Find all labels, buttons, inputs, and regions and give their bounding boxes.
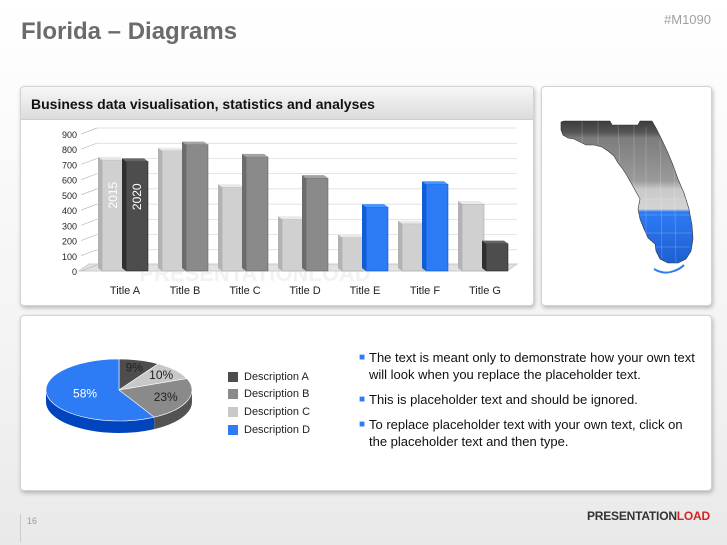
bar bbox=[398, 220, 425, 272]
y-tick-label: 800 bbox=[62, 145, 77, 155]
bar bbox=[98, 156, 125, 272]
pie-chart: 9% 10% 23% 58% bbox=[45, 358, 193, 433]
bar bbox=[182, 141, 209, 272]
grid-edge bbox=[80, 219, 98, 226]
pie-value-label: 23% bbox=[154, 390, 178, 404]
bullet-square-icon: ■ bbox=[359, 419, 366, 430]
x-category-label: Title A bbox=[110, 285, 141, 297]
y-tick-label: 100 bbox=[62, 252, 77, 262]
legend-item: Description B bbox=[228, 386, 310, 404]
brand-accent: LOAD bbox=[676, 509, 710, 523]
x-category-label: Title E bbox=[350, 285, 381, 297]
legend-swatch-c bbox=[228, 406, 238, 417]
grid-edge bbox=[80, 142, 98, 150]
x-category-label: Title F bbox=[410, 285, 440, 297]
bar bbox=[422, 181, 449, 272]
bullet-text: This is placeholder text and should be i… bbox=[369, 392, 638, 407]
bullet-square-icon: ■ bbox=[359, 394, 366, 405]
bar-chart-panel: Business data visualisation, statistics … bbox=[20, 86, 534, 306]
x-category-label: Title B bbox=[170, 285, 201, 297]
y-tick-label: 200 bbox=[62, 237, 77, 247]
bar bbox=[158, 147, 185, 272]
bar bbox=[278, 216, 305, 272]
x-category-label: Title G bbox=[469, 285, 501, 297]
bar bbox=[242, 153, 269, 272]
bar-panel-header: Business data visualisation, statistics … bbox=[21, 87, 533, 120]
slide-title: Florida – Diagrams bbox=[21, 18, 238, 45]
bar bbox=[482, 240, 509, 272]
bullet-item: ■ This is placeholder text and should be … bbox=[359, 391, 695, 408]
grid-edge bbox=[80, 173, 98, 180]
legend-swatch-a bbox=[228, 371, 238, 382]
brand-logo: PRESENTATIONLOAD bbox=[587, 509, 710, 523]
bar bbox=[218, 184, 245, 272]
bullet-text: To replace placeholder text with your ow… bbox=[369, 417, 683, 449]
bar-chart: PRESENTATIONLOAD 01002003004005006007008… bbox=[62, 127, 519, 297]
pie-panel: 9% 10% 23% 58% Description A Description B … bbox=[20, 315, 712, 491]
x-category-label: Title D bbox=[289, 285, 320, 297]
bar bbox=[362, 204, 389, 272]
y-tick-label: 600 bbox=[62, 176, 77, 186]
legend-item: Description A bbox=[228, 368, 310, 386]
y-tick-label: 0 bbox=[72, 267, 77, 277]
grid-edge bbox=[80, 234, 98, 241]
grid-edge bbox=[80, 203, 98, 211]
pie-slice bbox=[45, 358, 155, 422]
brand-main: PRESENTATION bbox=[586, 509, 677, 523]
legend-item: Description D bbox=[228, 421, 310, 439]
bar bbox=[302, 175, 329, 272]
legend-label: Description B bbox=[244, 388, 310, 401]
grid-edge bbox=[80, 188, 98, 196]
y-tick-label: 300 bbox=[62, 221, 77, 231]
county-lines bbox=[581, 121, 692, 264]
florida-map bbox=[560, 120, 694, 274]
bullet-text: The text is meant only to demonstrate ho… bbox=[369, 350, 695, 382]
florida-state-shape bbox=[560, 120, 694, 264]
legend-label: Description A bbox=[244, 370, 309, 383]
legend-swatch-d bbox=[228, 424, 238, 435]
pie-slice-side bbox=[154, 390, 192, 430]
pie-value-label: 9% bbox=[126, 361, 144, 375]
pie-slice bbox=[118, 378, 193, 418]
pie-value-label: 10% bbox=[149, 368, 173, 382]
legend-label: Description D bbox=[244, 423, 311, 436]
legend-item: Description C bbox=[228, 403, 310, 421]
pie-slice-side bbox=[46, 390, 155, 433]
bar bbox=[338, 234, 365, 272]
grid-edge bbox=[80, 264, 98, 272]
florida-keys bbox=[653, 264, 685, 274]
grid-edge bbox=[80, 127, 98, 135]
grid-edge bbox=[80, 249, 98, 257]
grid-edge bbox=[80, 158, 98, 165]
pie-value-label: 58% bbox=[73, 387, 97, 401]
legend-swatch-b bbox=[228, 389, 238, 400]
y-tick-label: 700 bbox=[62, 160, 77, 170]
bar bbox=[122, 158, 149, 272]
page-number: 16 bbox=[27, 516, 38, 526]
bar bbox=[458, 201, 485, 272]
bullet-item: ■ To replace placeholder text with your o… bbox=[359, 416, 695, 450]
footer-divider bbox=[20, 514, 21, 542]
y-tick-label: 500 bbox=[62, 191, 77, 201]
pie-legend: Description A Description B Description … bbox=[228, 368, 310, 438]
y-tick-label: 900 bbox=[62, 130, 77, 140]
bullet-square-icon: ■ bbox=[359, 352, 366, 363]
map-panel bbox=[541, 86, 712, 306]
y-tick-label: 400 bbox=[62, 206, 77, 216]
bullet-list: ■ The text is meant only to demonstrate h… bbox=[359, 349, 695, 458]
series-label: 2015 bbox=[106, 182, 120, 209]
series-label: 2020 bbox=[130, 183, 144, 210]
bullet-item: ■ The text is meant only to demonstrate h… bbox=[359, 349, 695, 383]
slide-code: #M1090 bbox=[664, 12, 711, 27]
legend-label: Description C bbox=[244, 405, 311, 418]
x-category-label: Title C bbox=[229, 285, 260, 297]
